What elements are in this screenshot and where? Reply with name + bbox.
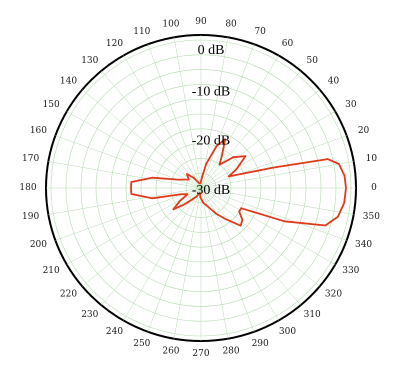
grid-spoke	[200, 37, 229, 189]
angle-tick-label: 100	[162, 20, 179, 30]
angle-tick-label: 260	[162, 346, 179, 356]
angle-tick-label: 50	[306, 56, 318, 66]
grid-spoke	[200, 70, 301, 189]
grid-spoke	[200, 187, 354, 215]
angle-tick-labels: 0 10 20 30 40 50 60 70 80 90 100 110 120 130 140 150 160…	[19, 17, 380, 359]
angle-tick-label: 140	[60, 76, 77, 86]
grid-spoke	[200, 187, 320, 287]
angle-tick-label: 240	[106, 327, 123, 337]
angle-tick-label: 120	[106, 39, 123, 49]
angle-tick-label: 340	[355, 240, 372, 250]
angle-tick-label: 270	[192, 349, 209, 359]
grid-spoke	[101, 70, 202, 189]
grid-spoke	[200, 187, 279, 321]
grid-spoke	[200, 55, 279, 189]
grid-spoke	[48, 161, 202, 189]
angle-tick-label: 170	[22, 154, 39, 164]
grid-spoke	[66, 187, 202, 265]
angle-tick-label: 200	[30, 240, 47, 250]
grid-spoke	[147, 44, 202, 189]
angle-tick-label: 0	[371, 183, 377, 193]
grid-spoke	[200, 187, 301, 306]
grid-spoke	[82, 187, 202, 287]
angle-tick-label: 220	[60, 290, 77, 300]
grid-spoke	[123, 187, 202, 321]
polar-spokes	[46, 35, 356, 341]
grid-spoke	[147, 187, 202, 332]
grid-spoke	[200, 187, 336, 265]
angle-tick-label: 250	[133, 339, 150, 349]
angle-tick-label: 210	[43, 266, 60, 276]
angle-tick-label: 70	[254, 27, 266, 37]
angle-tick-label: 330	[342, 266, 359, 276]
grid-spoke	[200, 135, 347, 189]
angle-tick-label: 190	[22, 212, 39, 222]
angle-tick-label: 10	[366, 154, 378, 164]
angle-tick-label: 350	[363, 212, 380, 222]
angle-tick-label: 150	[43, 100, 60, 110]
grid-spoke	[200, 187, 347, 241]
angle-tick-label: 20	[358, 126, 370, 136]
radial-tick-label: -30 dB	[192, 183, 231, 198]
angle-tick-label: 60	[282, 39, 294, 49]
grid-spoke	[200, 161, 354, 189]
grid-spoke	[200, 187, 229, 339]
grid-spoke	[101, 187, 202, 306]
angle-tick-label: 80	[225, 20, 237, 30]
angle-tick-label: 40	[328, 76, 340, 86]
grid-spoke	[123, 55, 202, 189]
angle-tick-label: 230	[81, 310, 98, 320]
grid-spoke	[82, 89, 202, 189]
angle-tick-label: 320	[325, 290, 342, 300]
angle-tick-label: 160	[30, 126, 47, 136]
angle-tick-label: 130	[81, 56, 98, 66]
angle-tick-label: 290	[252, 339, 269, 349]
grid-spoke	[173, 37, 202, 189]
angle-tick-label: 310	[304, 310, 321, 320]
grid-spoke	[200, 89, 320, 189]
grid-spoke	[200, 44, 255, 189]
grid-spoke	[200, 111, 336, 189]
radial-tick-label: -20 dB	[192, 134, 231, 149]
angle-tick-label: 180	[19, 183, 36, 193]
grid-spoke	[173, 187, 202, 339]
angle-tick-label: 300	[279, 327, 296, 337]
angle-tick-label: 110	[133, 27, 150, 37]
grid-spoke	[55, 187, 202, 241]
grid-spoke	[48, 187, 202, 215]
radial-tick-label: -10 dB	[192, 84, 231, 99]
radial-tick-labels: 0 dB -10 dB -20 dB -30 dB	[192, 43, 231, 198]
grid-spoke	[200, 187, 255, 332]
pattern-series	[130, 138, 347, 227]
angle-tick-label: 280	[222, 346, 239, 356]
angle-tick-label: 30	[345, 100, 357, 110]
radial-tick-label: 0 dB	[198, 43, 225, 58]
pattern-series-line	[130, 138, 347, 227]
grid-spoke	[66, 111, 202, 189]
angle-tick-label: 90	[195, 17, 207, 27]
